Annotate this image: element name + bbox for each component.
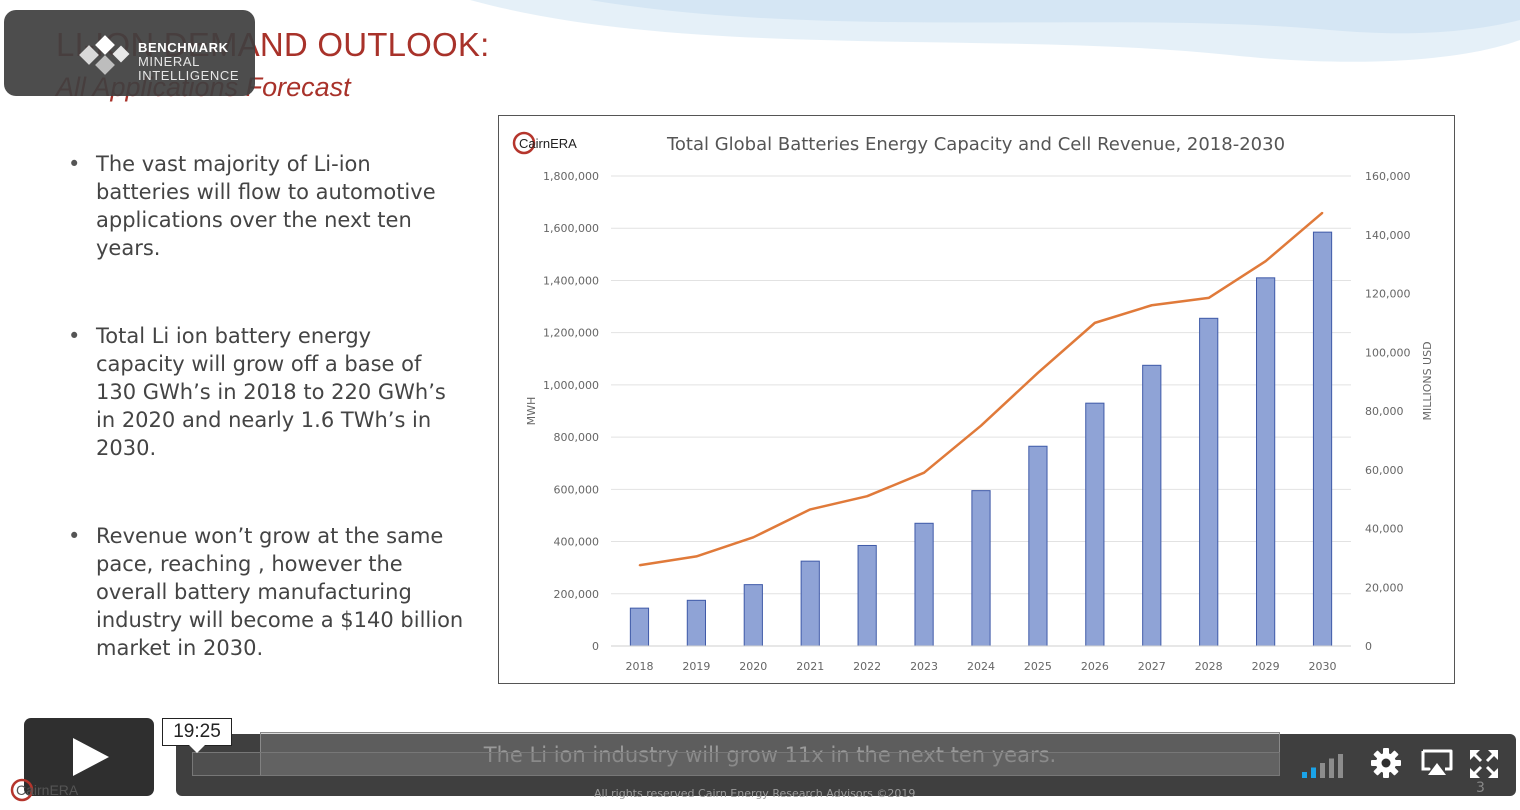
cairn-era-chart-logo: CairnERA [512, 131, 577, 155]
y-tick-label-left: 1,600,000 [543, 222, 599, 235]
page-number: 3 [1476, 780, 1485, 796]
volume-level-bar [1338, 754, 1343, 778]
bar [1028, 445, 1048, 647]
bullet-list: The vast majority of Li-ion batteries wi… [64, 150, 464, 662]
y-tick-label-right: 80,000 [1365, 405, 1404, 418]
bullet-item: Total Li ion battery energy capacity wil… [64, 322, 464, 462]
benchmark-name: BENCHMARK [138, 40, 229, 55]
x-tick-label: 2023 [910, 660, 938, 673]
bar [1256, 277, 1276, 647]
y-tick-label-right: 0 [1365, 640, 1372, 653]
chart-title: Total Global Batteries Energy Capacity a… [666, 134, 1285, 155]
line-point [1264, 260, 1267, 262]
footer-logo-text: CairnERA [16, 782, 79, 798]
bar [1142, 364, 1162, 647]
play-button[interactable] [24, 718, 154, 796]
line-point [752, 536, 755, 539]
line-point [1094, 322, 1096, 324]
line-point [1207, 297, 1210, 299]
y-tick-label-right: 20,000 [1365, 581, 1404, 594]
line-point [866, 495, 868, 497]
x-tick-label: 2027 [1138, 660, 1166, 673]
line-point [923, 471, 925, 474]
chart-logo-text: CairnERA [519, 136, 577, 151]
x-tick-label: 2029 [1252, 660, 1280, 673]
bar [743, 584, 763, 647]
y-tick-label-left: 1,400,000 [543, 274, 599, 287]
y-tick-label-left: 0 [592, 640, 599, 653]
bar [914, 522, 934, 647]
play-icon [73, 738, 109, 776]
bar [971, 490, 991, 647]
benchmark-line-3: INTELLIGENCE [138, 68, 240, 83]
volume-level-bar [1302, 772, 1307, 778]
x-tick-label: 2026 [1081, 660, 1109, 673]
copyright-footer: All rights reserved Cairn Energy Researc… [594, 787, 916, 800]
x-tick-label: 2025 [1024, 660, 1052, 673]
line-point [980, 424, 982, 427]
bar [857, 544, 877, 647]
y-tick-label-left: 600,000 [554, 483, 600, 496]
volume-level-bar [1329, 758, 1334, 778]
x-tick-label: 2024 [967, 660, 995, 673]
time-tooltip: 19:25 [162, 718, 232, 753]
benchmark-mark-icon [79, 35, 130, 75]
x-tick-label: 2019 [682, 660, 710, 673]
bar [629, 607, 650, 647]
line-point [638, 564, 641, 567]
player-control-bar [176, 734, 1516, 796]
bar [800, 560, 820, 647]
line-point [1321, 211, 1324, 214]
footer-logo-ring-icon [10, 778, 34, 802]
header-wave-decoration [470, 0, 1520, 62]
y-tick-label-left: 400,000 [554, 536, 600, 549]
y-axis-title-right: MILLIONS USD [1421, 341, 1434, 420]
y-tick-label-left: 1,000,000 [543, 379, 599, 392]
bullet-item: Revenue won’t grow at the same pace, rea… [64, 522, 464, 662]
x-tick-label: 2018 [625, 660, 653, 673]
y-tick-label-left: 1,200,000 [543, 327, 599, 340]
x-tick-label: 2028 [1195, 660, 1223, 673]
y-tick-label-right: 160,000 [1365, 170, 1411, 183]
chart-frame: CairnERA Total Global Batteries Energy C… [498, 115, 1455, 684]
bullet-item: The vast majority of Li-ion batteries wi… [64, 150, 464, 262]
line-point [1037, 372, 1039, 374]
volume-level-bar [1320, 763, 1325, 778]
x-tick-label: 2020 [739, 660, 767, 673]
line-point [809, 508, 812, 511]
fullscreen-icon[interactable] [1470, 750, 1498, 778]
bar [1199, 317, 1219, 647]
y-tick-label-right: 140,000 [1365, 229, 1411, 242]
y-tick-label-right: 100,000 [1365, 346, 1411, 359]
bar [1085, 402, 1105, 647]
benchmark-logo: BENCHMARK MINERAL INTELLIGENCE [4, 10, 255, 96]
y-tick-label-left: 1,800,000 [543, 170, 599, 183]
y-tick-label-left: 800,000 [554, 431, 600, 444]
progress-bar[interactable] [192, 752, 1280, 776]
line-point [695, 555, 698, 558]
airplay-icon[interactable] [1420, 748, 1454, 778]
bar [1312, 231, 1333, 647]
bar-line-chart: CairnERA Total Global Batteries Energy C… [512, 131, 1434, 673]
y-tick-label-right: 40,000 [1365, 523, 1404, 536]
volume-icon[interactable] [1302, 752, 1350, 778]
benchmark-line-2: MINERAL [138, 54, 200, 69]
x-tick-label: 2021 [796, 660, 824, 673]
y-tick-label-right: 60,000 [1365, 464, 1404, 477]
y-tick-label-left: 200,000 [554, 588, 600, 601]
volume-level-bar [1311, 767, 1316, 778]
line-point [1150, 304, 1153, 307]
settings-gear-icon[interactable] [1369, 746, 1403, 780]
x-tick-label: 2030 [1309, 660, 1337, 673]
x-tick-label: 2022 [853, 660, 881, 673]
y-axis-title-left: MWH [525, 397, 538, 426]
y-tick-label-right: 120,000 [1365, 288, 1411, 301]
bar [686, 599, 706, 647]
